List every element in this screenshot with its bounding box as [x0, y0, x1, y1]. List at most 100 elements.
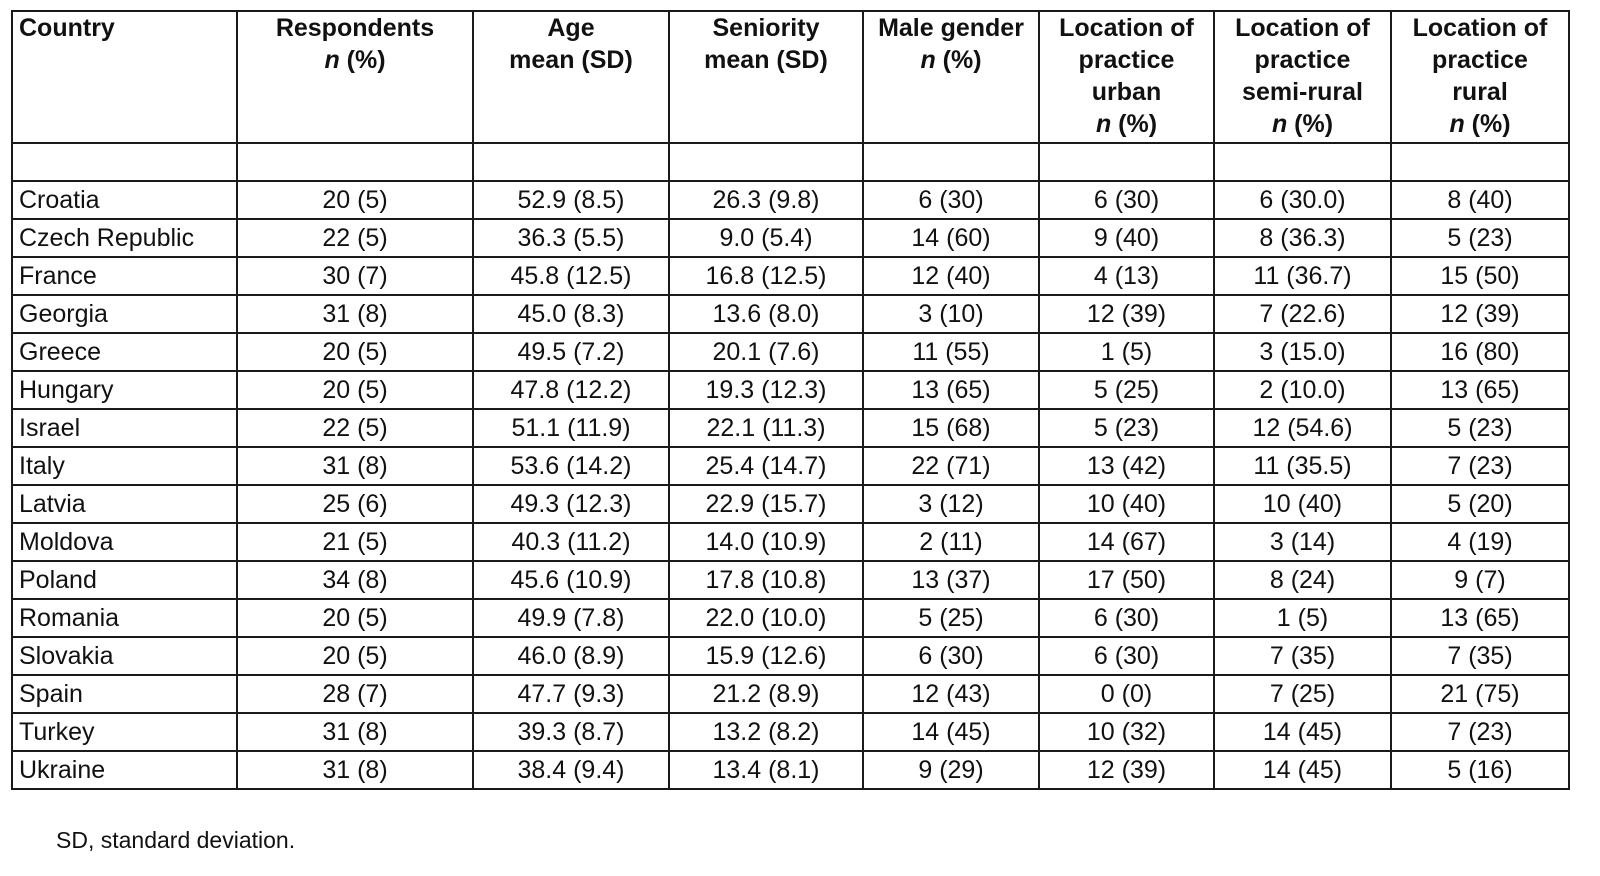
table-cell-male-gender: 13 (65) — [862, 370, 1040, 410]
header-line: Location of — [1059, 14, 1194, 42]
table-cell-male-gender: 6 (30) — [862, 636, 1040, 676]
table-cell-location-urban: 6 (30) — [1038, 598, 1215, 638]
table-cell-location-rural: 16 (80) — [1390, 332, 1570, 372]
header-line: urban — [1091, 78, 1162, 106]
table-cell-male-gender: 12 (40) — [862, 256, 1040, 296]
header-line: Respondents — [275, 14, 435, 42]
table-cell-respondents: 31 (8) — [236, 712, 474, 752]
header-line: Location of — [1412, 14, 1548, 42]
spacer-cell — [862, 142, 1040, 182]
table-cell-male-gender: 3 (10) — [862, 294, 1040, 334]
country-cell: Georgia — [11, 294, 238, 334]
spacer-cell — [1390, 142, 1570, 182]
header-unit-label: (%) — [1111, 110, 1158, 138]
table-cell-male-gender: 2 (11) — [862, 522, 1040, 562]
table-row: Moldova 21 (5) 40.3 (11.2) 14.0 (10.9) 2 (11… — [11, 522, 1570, 562]
table-cell-respondents: 20 (5) — [236, 332, 474, 372]
table-cell-location-rural: 7 (23) — [1390, 446, 1570, 486]
header-line: Country — [19, 14, 115, 42]
table-cell-location-urban: 12 (39) — [1038, 750, 1215, 790]
table-cell-location-semi-rural: 12 (54.6) — [1213, 408, 1392, 448]
table-cell-respondents: 31 (8) — [236, 750, 474, 790]
header-line: practice — [1432, 46, 1528, 74]
header-line: mean (SD) — [704, 46, 828, 74]
table-cell-location-semi-rural: 14 (45) — [1213, 750, 1392, 790]
table-cell-age: 38.4 (9.4) — [472, 750, 670, 790]
table-cell-respondents: 20 (5) — [236, 180, 474, 220]
table-cell-location-rural: 9 (7) — [1390, 560, 1570, 600]
table-cell-location-rural: 8 (40) — [1390, 180, 1570, 220]
table-cell-location-rural: 5 (23) — [1390, 408, 1570, 448]
table-cell-location-urban: 14 (67) — [1038, 522, 1215, 562]
table-row: Ukraine 31 (8) 38.4 (9.4) 13.4 (8.1) 9 (29) 1… — [11, 750, 1570, 790]
table-cell-location-semi-rural: 7 (35) — [1213, 636, 1392, 676]
table-cell-location-rural: 7 (35) — [1390, 636, 1570, 676]
header-unit-symbol: n — [1449, 110, 1465, 138]
table-cell-location-rural: 5 (20) — [1390, 484, 1570, 524]
table-cell-respondents: 20 (5) — [236, 598, 474, 638]
column-header-seniority: Seniority mean (SD) — [668, 10, 864, 144]
table-cell-location-urban: 9 (40) — [1038, 218, 1215, 258]
table-cell-age: 52.9 (8.5) — [472, 180, 670, 220]
table-cell-seniority: 14.0 (10.9) — [668, 522, 864, 562]
table-cell-male-gender: 14 (45) — [862, 712, 1040, 752]
header-unit-label: (%) — [935, 46, 982, 74]
header-line: Seniority — [712, 14, 820, 42]
table-cell-respondents: 22 (5) — [236, 218, 474, 258]
table-cell-location-semi-rural: 14 (45) — [1213, 712, 1392, 752]
column-header-respondents: Respondents n (%) — [236, 10, 474, 144]
table-cell-location-rural: 13 (65) — [1390, 598, 1570, 638]
table-cell-location-urban: 12 (39) — [1038, 294, 1215, 334]
table-cell-location-urban: 4 (13) — [1038, 256, 1215, 296]
header-line: practice — [1254, 46, 1351, 74]
table-cell-age: 49.3 (12.3) — [472, 484, 670, 524]
table-cell-male-gender: 15 (68) — [862, 408, 1040, 448]
table-cell-age: 53.6 (14.2) — [472, 446, 670, 486]
table-cell-location-semi-rural: 6 (30.0) — [1213, 180, 1392, 220]
table-row: Greece 20 (5) 49.5 (7.2) 20.1 (7.6) 11 (55) 1… — [11, 332, 1570, 372]
table-cell-location-urban: 13 (42) — [1038, 446, 1215, 486]
table-cell-seniority: 16.8 (12.5) — [668, 256, 864, 296]
header-line: practice — [1078, 46, 1175, 74]
header-line: Age — [547, 14, 595, 42]
header-line: Male gender — [878, 14, 1024, 42]
table-cell-location-urban: 0 (0) — [1038, 674, 1215, 714]
header-unit-label: (%) — [339, 46, 386, 74]
header-unit: n (%) — [244, 44, 466, 76]
header-unit: n (%) — [870, 44, 1032, 76]
country-cell: Greece — [11, 332, 238, 372]
table-cell-location-semi-rural: 1 (5) — [1213, 598, 1392, 638]
country-cell: Croatia — [11, 180, 238, 220]
table-cell-respondents: 34 (8) — [236, 560, 474, 600]
column-header-location-semi-rural: Location of practice semi-rural n (%) — [1213, 10, 1392, 144]
table-footnote: SD, standard deviation. — [56, 827, 296, 853]
header-row: Country Respondents n (%) Age mean (SD) Senio… — [11, 10, 1570, 144]
header-unit-symbol: n — [920, 46, 936, 74]
table-cell-location-rural: 5 (23) — [1390, 218, 1570, 258]
table-cell-age: 39.3 (8.7) — [472, 712, 670, 752]
header-line: semi-rural — [1242, 78, 1363, 106]
table-row: Italy 31 (8) 53.6 (14.2) 25.4 (14.7) 22 (71)… — [11, 446, 1570, 486]
header-unit: n (%) — [1398, 108, 1562, 140]
header-unit-symbol: n — [324, 46, 340, 74]
table-cell-age: 46.0 (8.9) — [472, 636, 670, 676]
table-row: Latvia 25 (6) 49.3 (12.3) 22.9 (15.7) 3 (12)… — [11, 484, 1570, 524]
table-cell-location-semi-rural: 8 (36.3) — [1213, 218, 1392, 258]
table-row: Turkey 31 (8) 39.3 (8.7) 13.2 (8.2) 14 (45) 1… — [11, 712, 1570, 752]
table-cell-seniority: 17.8 (10.8) — [668, 560, 864, 600]
table-cell-age: 36.3 (5.5) — [472, 218, 670, 258]
country-cell: Poland — [11, 560, 238, 600]
table-cell-respondents: 28 (7) — [236, 674, 474, 714]
table-cell-seniority: 13.4 (8.1) — [668, 750, 864, 790]
country-cell: Slovakia — [11, 636, 238, 676]
table-cell-male-gender: 6 (30) — [862, 180, 1040, 220]
table-cell-male-gender: 14 (60) — [862, 218, 1040, 258]
country-cell: Hungary — [11, 370, 238, 410]
table-row: Hungary 20 (5) 47.8 (12.2) 19.3 (12.3) 13 (6… — [11, 370, 1570, 410]
spacer-cell — [472, 142, 670, 182]
table-cell-age: 45.8 (12.5) — [472, 256, 670, 296]
column-header-location-urban: Location of practice urban n (%) — [1038, 10, 1215, 144]
table-cell-male-gender: 22 (71) — [862, 446, 1040, 486]
table-cell-location-semi-rural: 8 (24) — [1213, 560, 1392, 600]
table-cell-respondents: 25 (6) — [236, 484, 474, 524]
